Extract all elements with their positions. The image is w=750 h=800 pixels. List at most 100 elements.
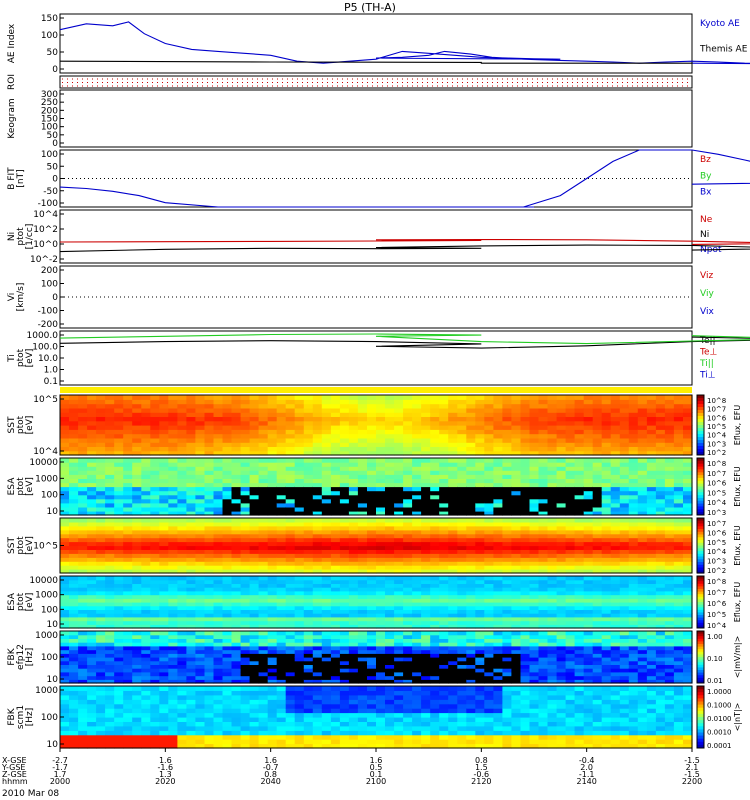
heatmap-cell-esa_ion (240, 470, 251, 475)
heatmap-cell-esa_ion (403, 462, 413, 467)
heatmap-cell-esa_ion (87, 470, 97, 475)
heatmap-cell-sst_ion (312, 420, 323, 426)
heatmap-cell-fbk_e (132, 653, 142, 658)
heatmap-cell-sst_ion (339, 407, 350, 413)
heatmap-cell-esa_e (69, 609, 79, 614)
heatmap-cell-sst_e (87, 537, 97, 543)
heatmap-cell-sst_ion (222, 420, 233, 426)
heatmap-cell-sst_e (637, 525, 648, 531)
heatmap-cell-sst_e (673, 569, 684, 574)
heatmap-cell-esa_ion (231, 494, 242, 500)
heatmap-cell-sst_ion (141, 420, 151, 426)
heatmap-cell-sst_e (78, 525, 88, 531)
heatmap-cell-sst_e (303, 537, 314, 543)
heatmap-cell-fbk_e (141, 675, 151, 680)
heatmap-cell-esa_e (141, 587, 151, 592)
heatmap-cell-sst_ion (565, 425, 576, 430)
heatmap-cell-esa_e (457, 587, 467, 592)
heatmap-cell-fbk_e (69, 634, 79, 639)
heatmap-cell-esa_ion (610, 482, 621, 488)
heatmap-cell-esa_e (511, 594, 521, 599)
heatmap-cell-esa_ion (493, 506, 503, 512)
heatmap-cell-sst_ion (195, 442, 205, 447)
heatmap-cell-sst_ion (520, 407, 531, 413)
heatmap-cell-esa_ion (683, 458, 693, 463)
heatmap-cell-sst_e (520, 565, 531, 570)
heatmap-cell-esa_e (673, 598, 684, 603)
heatmap-cell-esa_ion (96, 486, 106, 492)
heatmap-cell-sst_e (321, 525, 332, 531)
heatmap-cell-esa_e (520, 605, 531, 610)
colorbar-step-sst_e (697, 526, 704, 530)
heatmap-cell-esa_e (294, 620, 305, 625)
heatmap-cell-fbk_e (565, 653, 576, 658)
heatmap-cell-sst_ion (655, 395, 666, 400)
heatmap-cell-esa_ion (673, 498, 684, 504)
heatmap-cell-sst_e (430, 569, 440, 574)
heatmap-cell-sst_ion (96, 442, 106, 447)
heatmap-cell-esa_e (683, 583, 693, 588)
heatmap-cell-fbk_e (240, 675, 251, 680)
heatmap-cell-fbk_e (285, 638, 296, 643)
heatmap-cell-sst_e (673, 525, 684, 531)
heatmap-cell-fbk_e (231, 668, 242, 673)
heatmap-cell-sst_ion (538, 395, 549, 400)
heatmap-cell-fbk_e (96, 657, 106, 662)
heatmap-cell-sst_e (475, 561, 485, 566)
heatmap-cell-esa_e (186, 576, 196, 581)
heatmap-cell-esa_ion (249, 466, 260, 471)
heatmap-cell-esa_e (421, 613, 431, 618)
heatmap-cell-esa_ion (655, 510, 666, 516)
ytick-label-velocity-3: -100 (38, 307, 59, 317)
heatmap-cell-sst_ion (664, 416, 675, 422)
heatmap-cell-esa_e (240, 624, 251, 629)
heatmap-cell-sst_e (628, 518, 639, 523)
heatmap-cell-esa_ion (213, 510, 224, 516)
heatmap-cell-fbk_e (339, 660, 350, 665)
heatmap-cell-esa_ion (195, 506, 205, 512)
heatmap-cell-esa_e (646, 605, 657, 610)
heatmap-cell-sst_ion (267, 416, 278, 422)
heatmap-cell-sst_ion (141, 437, 151, 443)
heatmap-cell-esa_e (294, 576, 305, 581)
heatmap-cell-fbk_e (132, 642, 142, 647)
heatmap-cell-sst_ion (466, 403, 476, 409)
heatmap-cell-sst_ion (105, 395, 115, 400)
heatmap-cell-esa_e (646, 609, 657, 614)
ytick-label-esa_ion-0: 10000 (29, 458, 58, 468)
heatmap-cell-esa_e (403, 609, 413, 614)
heatmap-cell-esa_ion (168, 502, 178, 508)
heatmap-cell-esa_ion (258, 510, 269, 516)
heatmap-cell-fbk_e (448, 668, 458, 673)
heatmap-cell-esa_ion (655, 474, 666, 479)
heatmap-cell-sst_e (637, 569, 648, 574)
heatmap-cell-esa_ion (267, 486, 278, 492)
heatmap-cell-fbk_e (96, 675, 106, 680)
heatmap-cell-fbk_e (547, 634, 558, 639)
heatmap-cell-sst_e (204, 549, 215, 554)
heatmap-cell-sst_e (565, 537, 576, 543)
heatmap-cell-esa_e (69, 579, 79, 584)
heatmap-cell-esa_ion (69, 494, 79, 500)
heatmap-cell-esa_ion (258, 502, 269, 508)
heatmap-cell-sst_e (159, 541, 169, 547)
heatmap-cell-sst_e (330, 569, 341, 574)
heatmap-cell-sst_e (646, 557, 657, 562)
heatmap-cell-sst_ion (150, 407, 160, 413)
heatmap-cell-esa_ion (601, 494, 612, 500)
heatmap-cell-sst_e (258, 561, 269, 566)
heatmap-cell-esa_e (303, 583, 314, 588)
heatmap-cell-sst_e (385, 529, 395, 535)
heatmap-cell-sst_ion (186, 420, 196, 426)
heatmap-cell-sst_ion (403, 407, 413, 413)
heatmap-cell-sst_ion (412, 412, 422, 417)
heatmap-cell-fbk_e (276, 675, 287, 680)
series-density-1 (59, 244, 750, 253)
heatmap-cell-fbk_e (87, 631, 97, 636)
heatmap-cell-esa_ion (330, 458, 341, 463)
heatmap-cell-esa_ion (439, 478, 449, 484)
heatmap-cell-sst_ion (321, 437, 332, 443)
heatmap-cell-sst_e (673, 529, 684, 535)
heatmap-cell-esa_e (123, 620, 133, 625)
